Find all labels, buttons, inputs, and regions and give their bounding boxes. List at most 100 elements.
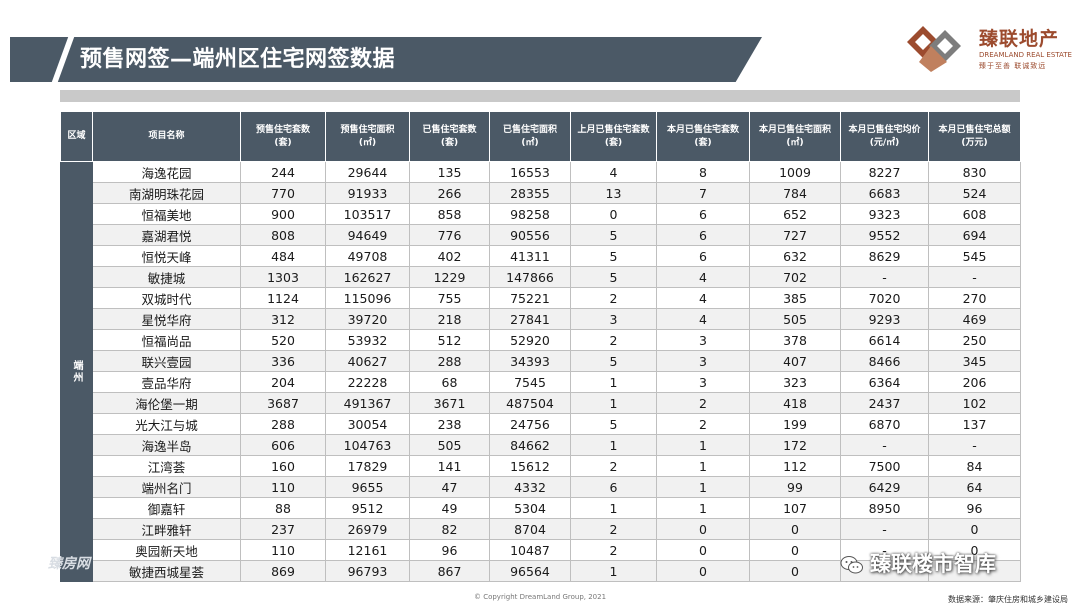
table-cell: 869	[240, 560, 326, 582]
table-cell: 12161	[325, 539, 410, 561]
table-cell: 1	[656, 455, 750, 477]
table-cell: 30054	[325, 413, 410, 435]
table-cell: 1	[656, 476, 750, 498]
table-cell: 13	[570, 182, 657, 204]
column-header: 本月已售住宅均价 (元/㎡)	[840, 111, 929, 162]
table-cell: 5	[570, 350, 657, 372]
table-cell: 6	[656, 203, 750, 225]
table-cell: 6614	[840, 329, 929, 351]
table-cell: 4	[570, 161, 657, 183]
table-cell: 418	[749, 392, 841, 414]
table-row: 端州名门 110 9655 47 4332 6 1 99 6429 64	[61, 476, 1021, 498]
table-cell: 0	[570, 203, 657, 225]
table-cell: 2	[570, 539, 657, 561]
table-cell: 206	[928, 371, 1021, 393]
table-cell: 40627	[325, 350, 410, 372]
table-row: 江湾荟 160 17829 141 15612 2 1 112 7500 84	[61, 455, 1021, 477]
table-cell: 141	[409, 455, 490, 477]
table-cell: 9552	[840, 224, 929, 246]
table-cell: 17829	[325, 455, 410, 477]
table-cell: 90556	[489, 224, 571, 246]
table-row: 星悦华府 312 39720 218 27841 3 4 505 9293 469	[61, 308, 1021, 330]
table-cell: 115096	[325, 287, 410, 309]
table-cell: 2	[656, 413, 750, 435]
table-cell: 270	[928, 287, 1021, 309]
table-cell: 3	[656, 329, 750, 351]
table-cell: 0	[749, 539, 841, 561]
table-row: 恒悦天峰 484 49708 402 41311 5 6 632 8629 545	[61, 245, 1021, 267]
table-cell: 84	[928, 455, 1021, 477]
table-cell: 91933	[325, 182, 410, 204]
table-cell: 858	[409, 203, 490, 225]
table-cell: 3	[656, 350, 750, 372]
table-header-row: 区域 项目名称 预售住宅套数 (套) 预售住宅面积 (㎡) 已售住宅套数 (套) 已售住宅…	[60, 111, 1021, 162]
table-cell: 0	[656, 539, 750, 561]
table-cell: 407	[749, 350, 841, 372]
table-row: 敏捷城 1303 162627 1229 147866 5 4 702- -	[61, 266, 1021, 288]
table-cell: 2	[570, 455, 657, 477]
table-cell: 2	[656, 392, 750, 414]
table-cell: 9655	[325, 476, 410, 498]
table-cell: 137	[928, 413, 1021, 435]
table-cell: 199	[749, 413, 841, 435]
table-cell: 8	[656, 161, 750, 183]
table-cell: 3671	[409, 392, 490, 414]
table-row: 恒福尚品 520 53932 512 52920 2 3 378 6614 250	[61, 329, 1021, 351]
table-cell: 345	[928, 350, 1021, 372]
project-name-cell: 御嘉轩	[92, 497, 241, 519]
logo-name: 臻联地产	[979, 28, 1060, 50]
table-cell: 6870	[840, 413, 929, 435]
table-cell: 84662	[489, 434, 571, 456]
project-name-cell: 双城时代	[92, 287, 241, 309]
table-cell: 0	[749, 518, 841, 540]
table-cell	[928, 560, 1021, 582]
table-cell: 288	[409, 350, 490, 372]
table-row: 双城时代 1124 115096 755 75221 2 4 385 7020 270	[61, 287, 1021, 309]
project-name-cell: 光大江与城	[92, 413, 241, 435]
project-name-cell: 江湾荟	[92, 455, 241, 477]
column-header: 本月已售住宅套数 (套)	[656, 111, 750, 162]
table-cell: 7545	[489, 371, 571, 393]
column-header: 区域	[60, 111, 93, 162]
table-row: 海逸半岛 606 104763 505 84662 1 1 172- -	[61, 434, 1021, 456]
table-cell: 694	[928, 224, 1021, 246]
table-cell: 6	[656, 224, 750, 246]
table-cell: 266	[409, 182, 490, 204]
sales-table: 区域 项目名称 预售住宅套数 (套) 预售住宅面积 (㎡) 已售住宅套数 (套) 已售住宅…	[60, 111, 1021, 582]
table-cell: 88	[240, 497, 326, 519]
table-cell: 112	[749, 455, 841, 477]
table-cell: 755	[409, 287, 490, 309]
table-cell: 68	[409, 371, 490, 393]
table-cell: 606	[240, 434, 326, 456]
project-name-cell: 联兴壹园	[92, 350, 241, 372]
table-cell: 1	[656, 434, 750, 456]
table-cell: 52920	[489, 329, 571, 351]
table-cell: 96564	[489, 560, 571, 582]
table-row: 海伦堡一期 3687 491367 3671 487504 1 2 418 2437 102	[61, 392, 1021, 414]
table-cell: 160	[240, 455, 326, 477]
table-cell: 75221	[489, 287, 571, 309]
table-cell: 1	[570, 497, 657, 519]
project-name-cell: 敏捷西城星荟	[92, 560, 241, 582]
wechat-account-watermark: 臻联楼市智库	[870, 552, 996, 576]
table-cell: 6429	[840, 476, 929, 498]
table-cell: 632	[749, 245, 841, 267]
table-cell: 491367	[325, 392, 410, 414]
table-cell: 5	[570, 245, 657, 267]
brand-logo: 臻联地产 DREAMLAND REAL ESTATE 臻于至善 联诚致远	[905, 22, 1075, 72]
table-cell: 204	[240, 371, 326, 393]
table-cell: 402	[409, 245, 490, 267]
table-row: 奥园新天地 110 12161 96 10487 2 0 0-0	[61, 539, 1021, 561]
project-name-cell: 海逸半岛	[92, 434, 241, 456]
table-cell: 64	[928, 476, 1021, 498]
table-cell: 9293	[840, 308, 929, 330]
corner-watermark: 臻房网	[48, 556, 90, 572]
table-cell: 49708	[325, 245, 410, 267]
table-cell: 238	[409, 413, 490, 435]
table-cell: 7020	[840, 287, 929, 309]
column-header: 已售住宅套数 (套)	[409, 111, 490, 162]
table-cell: 484	[240, 245, 326, 267]
table-cell: 830	[928, 161, 1021, 183]
table-row: 联兴壹园 336 40627 288 34393 5 3 407 8466 345	[61, 350, 1021, 372]
logo-english: DREAMLAND REAL ESTATE	[979, 51, 1072, 59]
